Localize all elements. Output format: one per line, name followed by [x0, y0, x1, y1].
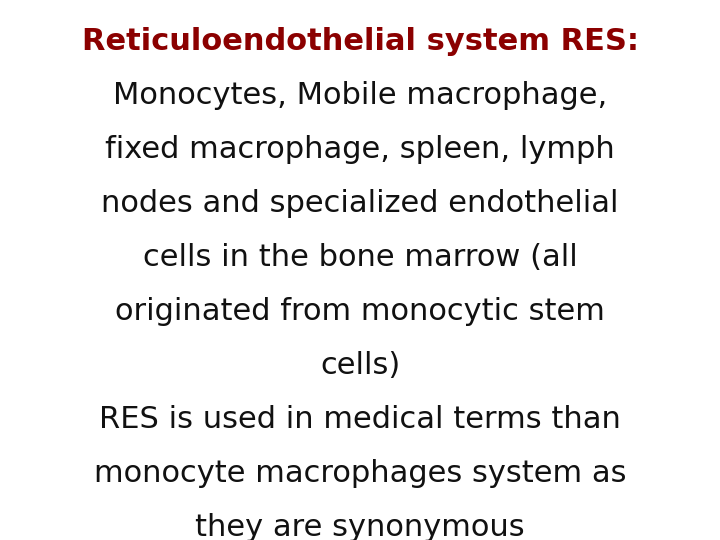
Text: fixed macrophage, spleen, lymph: fixed macrophage, spleen, lymph: [105, 135, 615, 164]
Text: originated from monocytic stem: originated from monocytic stem: [115, 297, 605, 326]
Text: cells in the bone marrow (all: cells in the bone marrow (all: [143, 243, 577, 272]
Text: RES is used in medical terms than: RES is used in medical terms than: [99, 405, 621, 434]
Text: nodes and specialized endothelial: nodes and specialized endothelial: [102, 189, 618, 218]
Text: Monocytes, Mobile macrophage,: Monocytes, Mobile macrophage,: [113, 81, 607, 110]
Text: monocyte macrophages system as: monocyte macrophages system as: [94, 459, 626, 488]
Text: Reticuloendothelial system RES:: Reticuloendothelial system RES:: [81, 27, 639, 56]
Text: cells): cells): [320, 351, 400, 380]
Text: they are synonymous: they are synonymous: [195, 513, 525, 540]
